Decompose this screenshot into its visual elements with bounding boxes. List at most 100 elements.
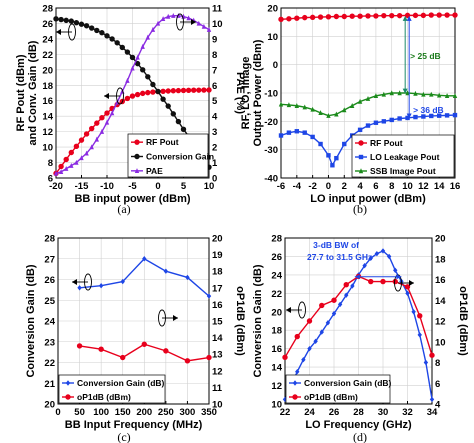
panel-label: (b)	[353, 202, 367, 216]
plot-frame	[57, 237, 210, 405]
data-point	[83, 131, 90, 137]
x-tick-label: -5	[128, 181, 137, 192]
data-point	[319, 302, 325, 309]
data-point	[185, 87, 192, 93]
data-point	[196, 20, 201, 26]
x-tick-label: 250	[158, 407, 174, 418]
data-point	[175, 87, 182, 94]
legend-box	[351, 134, 455, 178]
series-conversion-gain-db-	[77, 256, 212, 299]
y-tick-label: 24	[42, 34, 53, 45]
data-point	[349, 103, 355, 108]
legend: Conversion Gain (dB) oP1dB (dBm)	[285, 374, 392, 404]
y-axis-label: Conversion Gain (dB)	[252, 264, 264, 377]
x-tick-label: 10	[204, 181, 215, 192]
data-point	[365, 13, 371, 19]
x-tick-label: 8	[389, 181, 394, 192]
data-point	[452, 112, 458, 118]
legend-marker	[134, 153, 140, 160]
y-tick-label: 24	[44, 317, 55, 328]
data-point	[421, 91, 426, 97]
x-tick-label: 4	[357, 181, 363, 192]
y-tick-label: 26	[271, 252, 282, 263]
y-tick-label: 10	[271, 400, 282, 411]
data-point	[337, 301, 343, 308]
data-point	[365, 95, 371, 101]
data-point	[318, 141, 323, 147]
data-point	[109, 110, 115, 116]
data-point	[302, 130, 307, 135]
axis-indicator	[56, 23, 76, 41]
data-point	[63, 17, 69, 24]
x-tick-label: 30	[378, 407, 389, 418]
data-point	[381, 12, 387, 19]
y2-tick-label: 1	[212, 158, 218, 169]
y-tick-label: 18	[42, 81, 53, 92]
x-tick-label: 5	[181, 181, 187, 192]
y-tick-label: 10	[42, 143, 53, 154]
data-point	[389, 12, 395, 19]
annotation-text: 27.7 to 31.5 GHz	[307, 252, 372, 262]
series-conversion-gain	[53, 16, 212, 170]
axis-indicator	[176, 13, 196, 31]
data-point	[295, 369, 300, 375]
data-point	[357, 98, 363, 104]
y2-tick-label: 13	[212, 350, 223, 361]
data-point	[429, 396, 435, 403]
y2-tick-label: 3	[212, 127, 217, 138]
data-point	[64, 166, 69, 171]
y2-tick-label: 18	[212, 267, 223, 278]
data-point	[104, 119, 110, 125]
axis-indicator-arrowhead	[104, 93, 109, 99]
y2-axis-label: oP1dB (dBm)	[234, 286, 246, 356]
y2-tick-label: 15	[212, 317, 223, 328]
series-op1db-dbm-	[76, 341, 212, 364]
y-axis-label-line: Output Power (dBm)	[252, 39, 264, 146]
y2-tick-label: 11	[212, 383, 223, 394]
data-point	[94, 136, 99, 142]
data-point	[129, 54, 136, 61]
data-point	[294, 103, 300, 108]
chart-panel-4: 22 24 26 28 30 32 34 10 12 14 16 18 20 22 24 26 28 4 6 8 10 1…	[252, 234, 469, 443]
data-point	[306, 318, 313, 324]
data-point	[104, 110, 110, 116]
data-point	[417, 313, 423, 319]
data-point	[206, 293, 212, 299]
chart-panel-3: 0 50 100 150 200 250 300 350 20 21 22 23 24 25 26 27 28 1…	[25, 234, 246, 443]
data-point	[421, 114, 426, 119]
data-point	[313, 338, 318, 344]
data-point	[120, 354, 126, 361]
data-point	[373, 93, 379, 99]
y-tick-label: 20	[42, 65, 53, 76]
panel-label: (c)	[117, 430, 130, 443]
data-point	[393, 267, 398, 273]
data-point	[124, 95, 131, 102]
y2-tick-label: 16	[435, 275, 446, 286]
data-point	[278, 133, 284, 138]
y2-tick-label: 6	[435, 379, 440, 390]
legend: RF Pout Conversion Gain PAE	[127, 133, 214, 178]
x-tick-label: 0	[326, 181, 331, 192]
data-point	[89, 25, 95, 31]
data-point	[58, 163, 64, 170]
data-point	[163, 348, 169, 354]
annotation-arrowhead	[406, 113, 412, 119]
data-point	[413, 90, 418, 96]
legend-box	[285, 374, 391, 404]
data-point	[141, 341, 147, 347]
data-point	[114, 40, 120, 46]
x-axis-label: BB input power (dBm)	[74, 193, 190, 205]
y-tick-label: 26	[42, 19, 53, 30]
data-point	[145, 74, 151, 80]
y-tick-label: 10	[267, 32, 278, 43]
data-point	[58, 169, 64, 175]
y2-tick-label: 17	[212, 283, 223, 294]
y-tick-label: 16	[271, 344, 282, 355]
x-axis-label: LO Frequency (GHz)	[305, 419, 412, 431]
data-point	[342, 107, 347, 113]
data-point	[53, 170, 59, 176]
x-tick-label: 14	[434, 181, 445, 192]
legend-marker	[292, 394, 298, 400]
data-point	[412, 12, 419, 19]
